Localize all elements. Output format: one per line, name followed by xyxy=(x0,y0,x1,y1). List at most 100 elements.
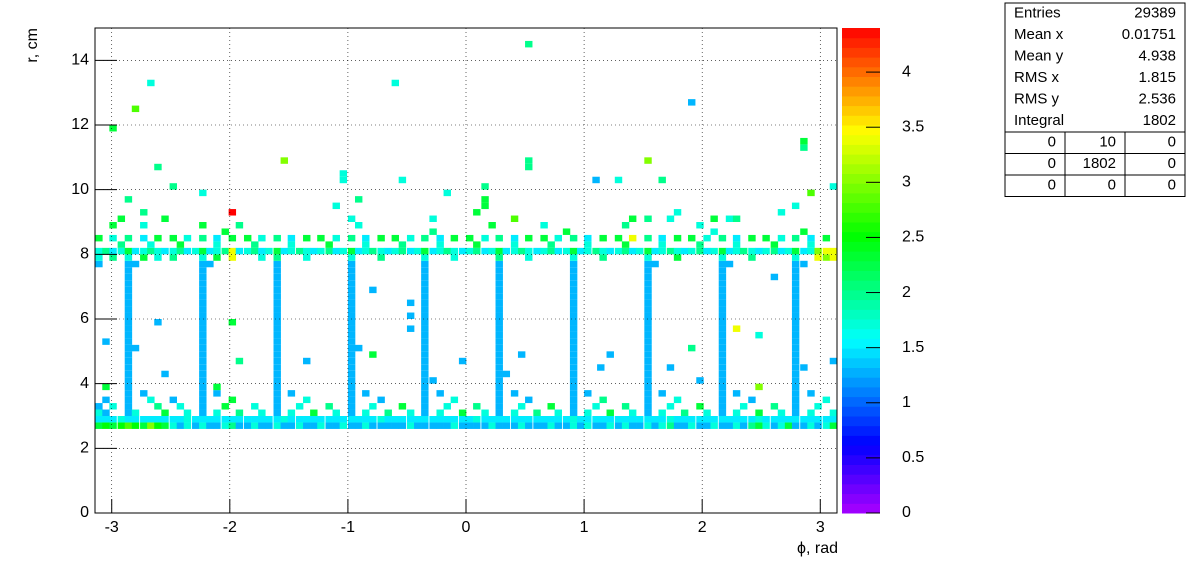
cell xyxy=(199,260,207,268)
cell xyxy=(644,319,652,326)
cell xyxy=(228,209,237,216)
cell xyxy=(621,416,630,423)
cell xyxy=(510,215,519,222)
cell xyxy=(651,422,659,429)
cell xyxy=(421,280,429,287)
palette-band xyxy=(842,503,880,514)
cell xyxy=(540,247,548,255)
cell xyxy=(791,351,800,358)
cell xyxy=(295,403,304,410)
cell xyxy=(791,202,800,210)
cell xyxy=(710,416,718,423)
cell xyxy=(140,234,148,242)
cell xyxy=(287,416,296,423)
cell xyxy=(718,254,727,261)
cell xyxy=(495,286,503,294)
cell xyxy=(644,396,652,404)
cell xyxy=(429,247,437,255)
cell xyxy=(391,247,400,255)
cell xyxy=(814,247,822,255)
cell xyxy=(124,338,133,345)
cell xyxy=(584,390,592,397)
cell xyxy=(718,286,727,294)
z-tick-label: 1 xyxy=(902,394,911,411)
cell xyxy=(696,377,704,384)
cell xyxy=(599,396,607,404)
cell xyxy=(273,383,281,391)
cell xyxy=(317,247,325,255)
cell xyxy=(95,260,103,268)
cell xyxy=(161,247,169,255)
cell xyxy=(199,416,207,423)
cell xyxy=(628,409,637,416)
cell xyxy=(481,247,489,255)
cell xyxy=(614,422,623,429)
cell xyxy=(347,260,356,268)
cell xyxy=(547,416,555,423)
cell xyxy=(762,234,770,242)
cell xyxy=(273,299,281,307)
cell xyxy=(651,260,659,268)
cell xyxy=(569,416,578,423)
cell xyxy=(562,247,571,255)
cell xyxy=(748,247,756,255)
cell xyxy=(762,422,770,429)
cell xyxy=(569,234,578,242)
cell xyxy=(748,254,756,261)
cell xyxy=(450,254,459,261)
cell xyxy=(696,241,704,248)
cell xyxy=(458,409,467,416)
cell xyxy=(273,254,281,261)
cell xyxy=(406,422,415,429)
stats-grid-cell: 0 xyxy=(1048,177,1056,194)
cell xyxy=(421,390,429,397)
palette-band xyxy=(842,66,880,77)
cell xyxy=(495,299,503,307)
cell xyxy=(273,396,281,404)
cell xyxy=(414,416,422,423)
cell xyxy=(791,293,800,300)
cell xyxy=(510,234,519,242)
cell xyxy=(243,422,252,429)
cell xyxy=(488,222,496,229)
cell xyxy=(554,416,562,423)
cell xyxy=(199,377,207,384)
cell xyxy=(109,254,117,261)
cell xyxy=(124,280,133,287)
y-tick-label: 12 xyxy=(71,116,89,133)
cell xyxy=(495,267,503,274)
cell xyxy=(251,403,259,410)
cell xyxy=(628,422,637,429)
cell xyxy=(791,254,800,261)
cell xyxy=(718,357,727,365)
cell xyxy=(822,247,831,255)
cell xyxy=(732,241,741,248)
cell xyxy=(710,215,718,222)
cell xyxy=(192,247,200,255)
cell xyxy=(95,234,103,242)
palette-band xyxy=(842,338,880,349)
cell xyxy=(199,403,207,410)
cell xyxy=(273,338,281,345)
stat-label: Entries xyxy=(1014,5,1061,22)
cell xyxy=(644,351,652,358)
cell xyxy=(176,403,185,410)
palette-band xyxy=(842,192,880,204)
cell xyxy=(502,422,511,429)
z-tick-label: 2.5 xyxy=(902,229,924,246)
cell xyxy=(597,364,605,371)
cell xyxy=(800,228,808,235)
cell xyxy=(495,416,503,423)
cell xyxy=(95,403,103,410)
cell xyxy=(458,422,467,429)
palette-band xyxy=(842,202,880,213)
cell xyxy=(102,247,110,255)
cell xyxy=(124,351,133,358)
cell xyxy=(481,409,489,416)
cell xyxy=(354,247,363,255)
cell xyxy=(791,306,800,313)
cell xyxy=(347,351,356,358)
cell xyxy=(644,280,652,287)
z-tick-label: 3 xyxy=(902,174,911,191)
cell xyxy=(725,215,734,222)
